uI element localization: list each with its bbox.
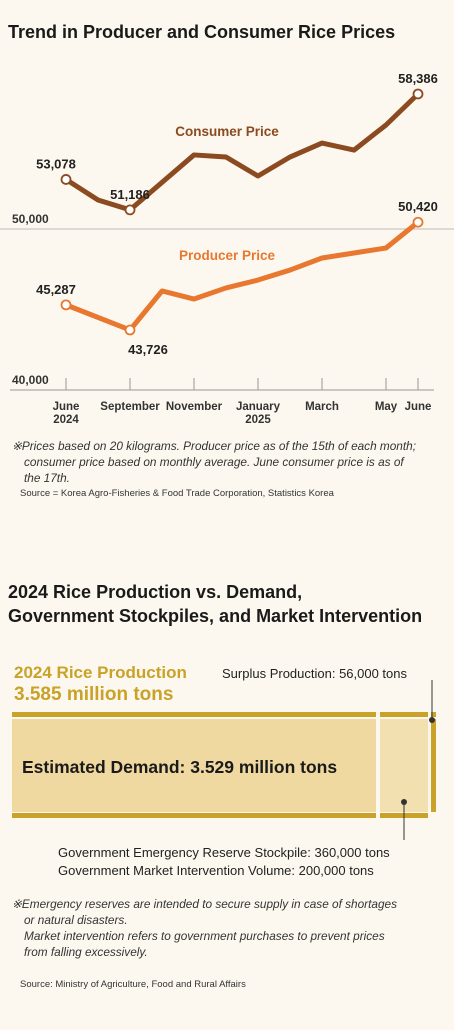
bar-edge (380, 712, 428, 717)
reserve-label: Government Emergency Reserve Stockpile: … (58, 845, 390, 860)
x-tick-label: June 2024 (52, 401, 80, 426)
point-marker (60, 299, 72, 311)
bar-edge (12, 712, 376, 717)
data-label: 58,386 (398, 71, 438, 86)
series-name: Consumer Price (175, 124, 279, 139)
series-line (63, 219, 421, 333)
data-label: 53,078 (36, 156, 76, 171)
data-label: 50,420 (398, 199, 438, 214)
x-tick-label: June (404, 401, 432, 413)
x-tick-label: January 2025 (235, 401, 281, 426)
section-source: Source: Ministry of Agriculture, Food an… (20, 979, 246, 990)
chart-title: Trend in Producer and Consumer Rice Pric… (8, 22, 396, 42)
demand-block (12, 719, 376, 812)
x-tick-label: March (305, 401, 339, 413)
section-note: ※Emergency reserves are intended to secu… (12, 897, 397, 959)
point-marker (60, 174, 72, 185)
data-label: 43,726 (128, 342, 168, 357)
point-marker (412, 88, 424, 100)
demand-label: Estimated Demand: 3.529 million tons (22, 757, 337, 777)
series-line (63, 91, 421, 213)
data-label: 51,186 (110, 187, 150, 202)
surplus-label: Surplus Production: 56,000 tons (222, 666, 408, 681)
series-name: Producer Price (179, 248, 276, 263)
data-label: 45,287 (36, 282, 76, 297)
leader-dot (429, 717, 435, 723)
bar-edge (431, 712, 436, 717)
intervention-label: Government Market Intervention Volume: 2… (58, 863, 374, 878)
section-title: 2024 Rice Production vs. Demand, Governm… (8, 582, 423, 626)
y-tick-label: 40,000 (12, 373, 49, 387)
point-marker (124, 204, 136, 216)
production-label: 2024 Rice Production (14, 663, 187, 682)
x-tick-label: May (374, 401, 398, 413)
production-amount: 3.585 million tons (14, 684, 173, 705)
y-tick-label: 50,000 (12, 212, 49, 226)
leader-dot (401, 799, 407, 805)
x-tick-label: September (100, 401, 160, 413)
bar-edge (12, 813, 376, 818)
point-marker (124, 324, 136, 336)
x-tick-label: November (165, 401, 223, 413)
chart-source: Source = Korea Agro-Fisheries & Food Tra… (20, 488, 334, 499)
surplus-block (431, 719, 436, 812)
chart-note: ※Prices based on 20 kilograms. Producer … (12, 439, 416, 485)
point-marker (412, 216, 424, 228)
reserve-block (380, 719, 428, 812)
